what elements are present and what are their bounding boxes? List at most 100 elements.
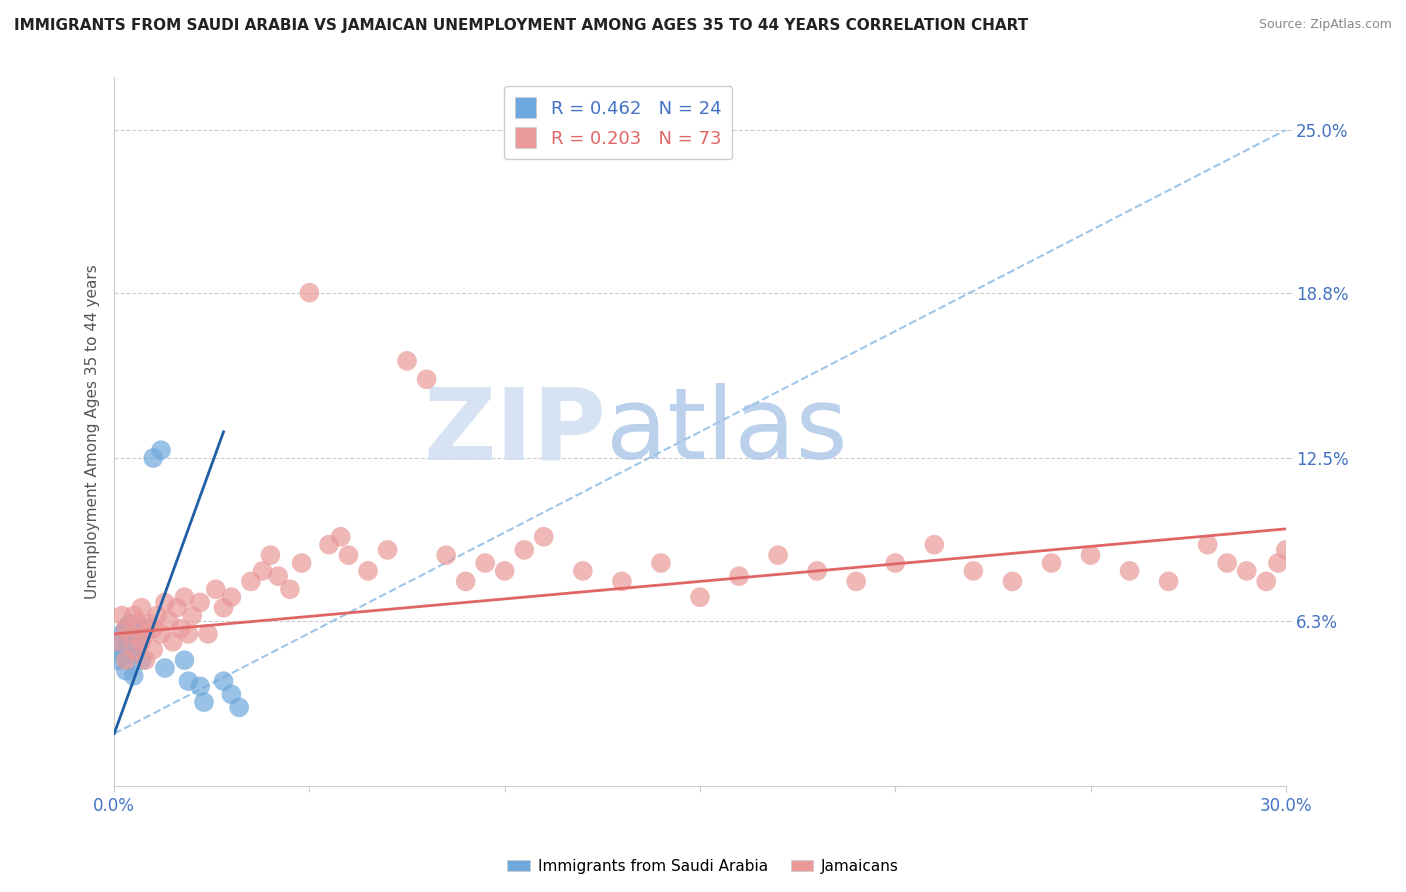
Point (115, 642, 138, 657)
Point (169, 622, 191, 636)
Point (118, 616, 141, 631)
Point (1256, 574, 1278, 589)
Point (766, 548, 789, 562)
Point (134, 622, 156, 636)
Point (107, 653, 129, 667)
Point (650, 556, 672, 570)
Point (454, 574, 477, 589)
Point (138, 616, 160, 631)
Point (107, 634, 129, 648)
Point (278, 582, 301, 597)
Point (845, 574, 868, 589)
Point (122, 669, 145, 683)
Point (357, 564, 380, 578)
Point (111, 648, 134, 662)
Point (166, 600, 188, 615)
Point (259, 548, 281, 562)
Point (146, 608, 169, 623)
Point (396, 354, 419, 368)
Point (115, 653, 138, 667)
Point (122, 627, 145, 641)
Text: atlas: atlas (606, 384, 848, 480)
Point (1267, 556, 1289, 570)
Point (150, 627, 173, 641)
Point (1118, 564, 1140, 578)
Point (177, 627, 200, 641)
Point (572, 564, 595, 578)
Y-axis label: Unemployment Among Ages 35 to 44 years: Unemployment Among Ages 35 to 44 years (86, 264, 100, 599)
Point (115, 622, 138, 636)
Point (153, 661, 176, 675)
Point (337, 548, 360, 562)
Point (1001, 574, 1024, 589)
Point (118, 627, 141, 641)
Point (127, 634, 149, 648)
Point (474, 556, 496, 570)
Point (221, 687, 243, 701)
Legend: R = 0.462   N = 24, R = 0.203   N = 73: R = 0.462 N = 24, R = 0.203 N = 73 (503, 87, 733, 159)
Point (122, 648, 145, 662)
Point (142, 622, 165, 636)
Point (122, 642, 145, 657)
Text: IMMIGRANTS FROM SAUDI ARABIA VS JAMAICAN UNEMPLOYMENT AMONG AGES 35 TO 44 YEARS : IMMIGRANTS FROM SAUDI ARABIA VS JAMAICAN… (14, 18, 1028, 33)
Point (150, 443, 173, 458)
Point (252, 564, 274, 578)
Point (884, 556, 907, 570)
Point (1216, 556, 1239, 570)
Point (204, 582, 226, 597)
Point (131, 600, 153, 615)
Point (318, 538, 340, 552)
Point (212, 674, 235, 689)
Point (1274, 542, 1296, 557)
Legend: Immigrants from Saudi Arabia, Jamaicans: Immigrants from Saudi Arabia, Jamaicans (501, 853, 905, 880)
Point (610, 574, 633, 589)
Point (377, 542, 399, 557)
Point (177, 674, 200, 689)
Point (115, 664, 138, 678)
Point (1197, 538, 1219, 552)
Point (188, 680, 211, 694)
Point (153, 595, 176, 609)
Point (1080, 548, 1102, 562)
Point (193, 695, 215, 709)
Point (173, 590, 195, 604)
Point (291, 556, 314, 570)
Point (329, 530, 352, 544)
Point (197, 627, 219, 641)
Point (157, 614, 180, 628)
Point (181, 608, 204, 623)
Point (494, 564, 516, 578)
Point (806, 564, 828, 578)
Text: Source: ZipAtlas.com: Source: ZipAtlas.com (1258, 18, 1392, 31)
Point (131, 653, 153, 667)
Point (111, 627, 134, 641)
Point (924, 538, 946, 552)
Point (122, 608, 145, 623)
Point (1157, 574, 1180, 589)
Point (728, 569, 751, 583)
Point (1236, 564, 1258, 578)
Point (513, 542, 536, 557)
Point (134, 653, 156, 667)
Point (142, 642, 165, 657)
Point (212, 600, 235, 615)
Point (111, 608, 134, 623)
Point (533, 530, 555, 544)
Point (434, 548, 457, 562)
Point (228, 700, 250, 714)
Point (267, 569, 290, 583)
Point (107, 634, 129, 648)
Point (131, 634, 153, 648)
Point (962, 564, 984, 578)
Point (298, 285, 321, 300)
Point (162, 634, 184, 648)
Point (239, 574, 262, 589)
Point (134, 627, 156, 641)
Point (173, 653, 195, 667)
Point (127, 616, 149, 631)
Point (221, 590, 243, 604)
Point (188, 595, 211, 609)
Point (115, 622, 138, 636)
Point (142, 450, 165, 465)
Text: ZIP: ZIP (423, 384, 606, 480)
